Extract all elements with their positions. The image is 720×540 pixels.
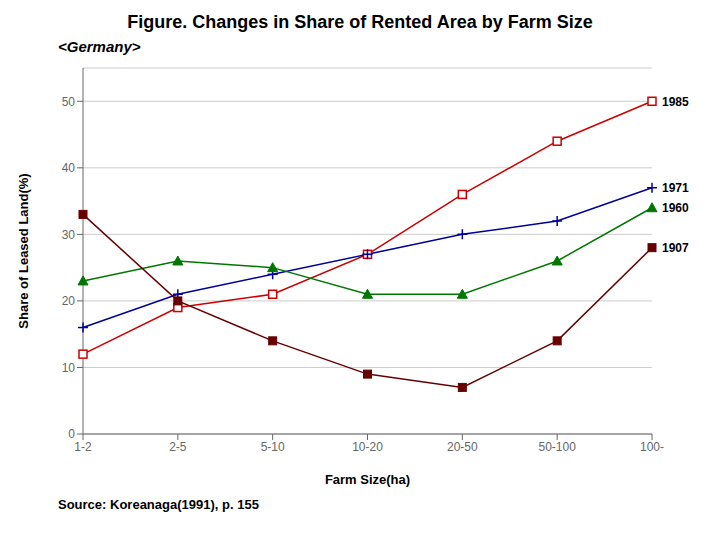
svg-text:20: 20 bbox=[62, 294, 76, 308]
html-text:Figure. Changes in Share of Re: Figure. Changes in Share of Rented Area … bbox=[127, 12, 593, 32]
svg-text:50: 50 bbox=[62, 95, 76, 109]
svg-text:100-: 100- bbox=[640, 440, 664, 454]
svg-text:10-20: 10-20 bbox=[352, 440, 383, 454]
svg-text:5-10: 5-10 bbox=[261, 440, 285, 454]
svg-text:1971: 1971 bbox=[662, 181, 689, 195]
svg-text:2-5: 2-5 bbox=[169, 440, 187, 454]
svg-text:1907: 1907 bbox=[662, 241, 689, 255]
html-text:Source: Koreanaga(1991), p. 15: Source: Koreanaga(1991), p. 155 bbox=[58, 497, 259, 512]
svg-text:40: 40 bbox=[62, 161, 76, 175]
svg-text:0: 0 bbox=[68, 427, 75, 441]
svg-text:30: 30 bbox=[62, 228, 76, 242]
svg-text:20-50: 20-50 bbox=[447, 440, 478, 454]
svg-text:10: 10 bbox=[62, 361, 76, 375]
svg-text:50-100: 50-100 bbox=[538, 440, 576, 454]
svg-text:Farm Size(ha): Farm Size(ha) bbox=[325, 472, 410, 487]
svg-text:Share of Leased Land(%): Share of Leased Land(%) bbox=[16, 173, 31, 328]
html-text:<Germany>: <Germany> bbox=[58, 38, 141, 55]
svg-text:1985: 1985 bbox=[662, 95, 689, 109]
svg-text:1960: 1960 bbox=[662, 201, 689, 215]
svg-text:1-2: 1-2 bbox=[74, 440, 92, 454]
